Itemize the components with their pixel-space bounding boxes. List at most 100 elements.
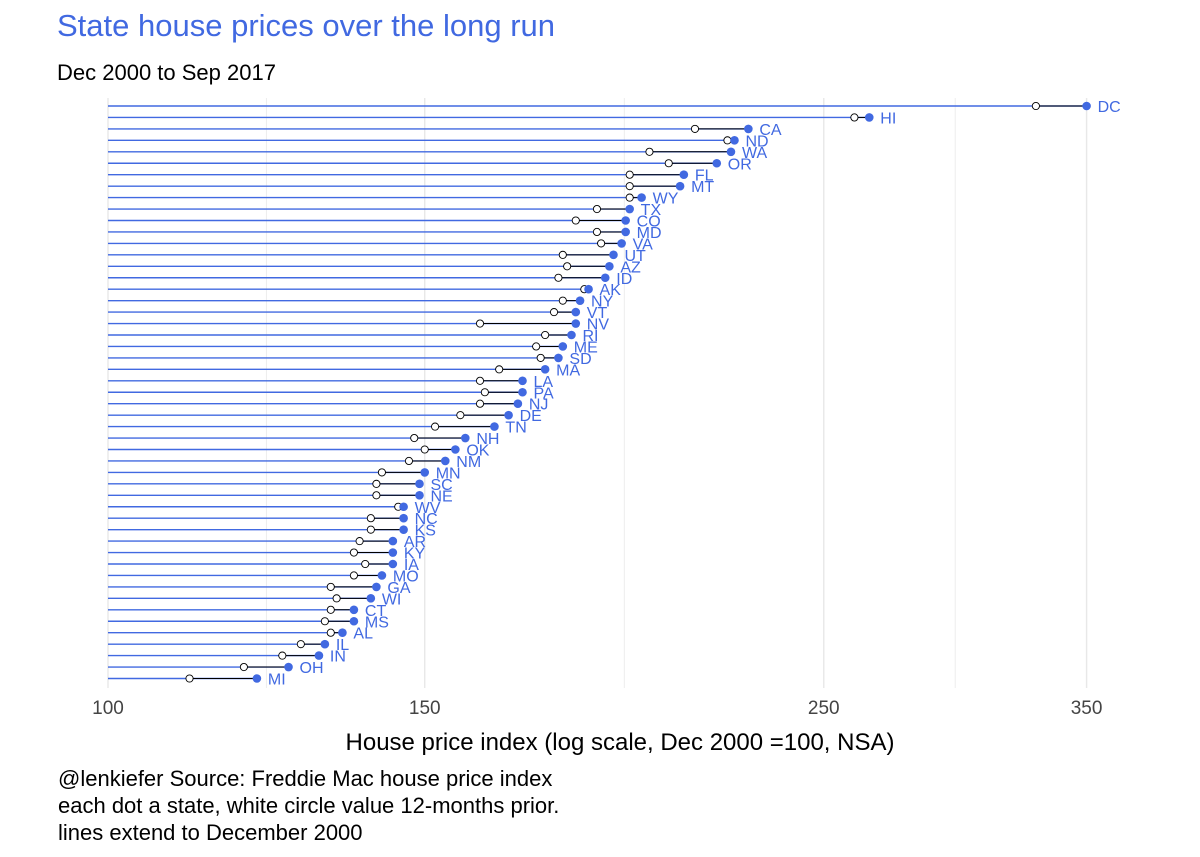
state-label: VT bbox=[587, 305, 608, 322]
current-point bbox=[571, 319, 581, 328]
state-row-ga: GA bbox=[108, 580, 411, 597]
state-label: GA bbox=[387, 580, 410, 597]
state-row-ri: RI bbox=[108, 328, 598, 345]
state-row-tx: TX bbox=[108, 202, 661, 219]
state-label: MI bbox=[268, 672, 286, 689]
prior-point bbox=[456, 411, 465, 420]
prior-point bbox=[592, 204, 601, 214]
state-row-va: VA bbox=[108, 236, 653, 253]
prior-point bbox=[571, 216, 580, 225]
state-label: WY bbox=[653, 191, 679, 208]
state-row-ny: NY bbox=[108, 294, 614, 311]
current-point bbox=[349, 605, 359, 615]
current-point bbox=[504, 410, 513, 420]
state-label: UT bbox=[624, 248, 646, 265]
prior-point bbox=[296, 640, 305, 649]
x-tick-label: 100 bbox=[92, 698, 124, 719]
prior-point bbox=[558, 296, 567, 305]
prior-point bbox=[723, 136, 732, 145]
current-point bbox=[388, 559, 398, 569]
caption-line-3: lines extend to December 2000 bbox=[58, 820, 363, 845]
state-row-wv: WV bbox=[108, 500, 441, 517]
current-point bbox=[349, 616, 359, 626]
current-point bbox=[621, 216, 630, 225]
state-row-oh: OH bbox=[108, 660, 324, 677]
state-label: MO bbox=[393, 568, 419, 585]
state-row-wi: WI bbox=[108, 591, 401, 608]
state-label: NC bbox=[415, 511, 438, 528]
current-point bbox=[513, 399, 523, 409]
caption-line-1: @lenkiefer Source: Freddie Mac house pri… bbox=[58, 766, 553, 791]
current-point bbox=[518, 387, 527, 397]
prior-point bbox=[549, 308, 559, 317]
current-point bbox=[744, 124, 753, 134]
current-point bbox=[490, 422, 499, 431]
state-label: FL bbox=[695, 168, 714, 185]
prior-point bbox=[332, 594, 341, 603]
state-label: SC bbox=[431, 477, 453, 494]
state-row-nj: NJ bbox=[108, 397, 548, 414]
current-point bbox=[518, 376, 527, 386]
state-row-nm: NM bbox=[108, 454, 481, 471]
prior-point bbox=[239, 663, 248, 672]
state-row-ct: CT bbox=[108, 603, 386, 620]
current-point bbox=[567, 330, 576, 340]
current-point bbox=[558, 342, 568, 351]
chart-subtitle: Dec 2000 to Sep 2017 bbox=[57, 60, 276, 85]
state-row-id: ID bbox=[108, 271, 632, 288]
state-row-ca: CA bbox=[108, 122, 782, 139]
state-label: OH bbox=[300, 660, 324, 677]
state-row-pa: PA bbox=[108, 385, 554, 402]
state-label: MN bbox=[436, 465, 461, 482]
state-row-nh: NH bbox=[108, 431, 499, 448]
current-point bbox=[625, 204, 634, 214]
prior-point bbox=[625, 170, 634, 179]
state-label: AR bbox=[404, 534, 426, 551]
current-point bbox=[621, 227, 630, 237]
state-label: WV bbox=[415, 500, 441, 517]
state-label: IA bbox=[404, 557, 419, 574]
x-axis-ticks: 100 150 250 350 bbox=[92, 698, 1102, 719]
state-label: OR bbox=[728, 156, 752, 173]
prior-point bbox=[625, 193, 634, 202]
state-row-sd: SD bbox=[108, 351, 592, 368]
state-label: VA bbox=[633, 236, 653, 253]
current-point bbox=[388, 536, 398, 546]
state-label: NJ bbox=[529, 397, 549, 414]
state-row-wa: WA bbox=[108, 145, 767, 162]
current-point bbox=[1082, 101, 1091, 111]
state-label: KY bbox=[404, 546, 426, 563]
current-point bbox=[679, 170, 689, 179]
state-label: SD bbox=[569, 351, 591, 368]
prior-point bbox=[349, 571, 358, 580]
prior-point bbox=[431, 422, 440, 431]
current-point bbox=[415, 479, 424, 489]
current-point bbox=[399, 525, 408, 534]
state-row-sc: SC bbox=[108, 477, 453, 494]
current-point bbox=[571, 307, 581, 317]
state-label: HI bbox=[880, 110, 896, 127]
current-point bbox=[377, 571, 387, 580]
current-point bbox=[399, 502, 408, 512]
state-label: PA bbox=[533, 385, 553, 402]
state-row-ar: AR bbox=[108, 534, 426, 551]
prior-point bbox=[1031, 101, 1040, 111]
current-point bbox=[252, 674, 262, 683]
x-tick-label: 150 bbox=[409, 698, 441, 719]
state-row-ks: KS bbox=[108, 523, 436, 540]
prior-point bbox=[690, 124, 700, 133]
state-label: ND bbox=[745, 133, 768, 150]
prior-point bbox=[278, 651, 287, 660]
current-point bbox=[864, 113, 874, 122]
current-point bbox=[554, 353, 563, 363]
state-row-md: MD bbox=[108, 225, 662, 242]
state-row-ok: OK bbox=[108, 443, 490, 460]
prior-point bbox=[185, 674, 194, 683]
prior-point bbox=[475, 319, 485, 328]
state-row-mt: MT bbox=[108, 179, 714, 196]
prior-point bbox=[320, 617, 329, 626]
state-row-wy: WY bbox=[108, 191, 679, 208]
state-label: NE bbox=[431, 488, 453, 505]
state-row-ky: KY bbox=[108, 546, 426, 563]
